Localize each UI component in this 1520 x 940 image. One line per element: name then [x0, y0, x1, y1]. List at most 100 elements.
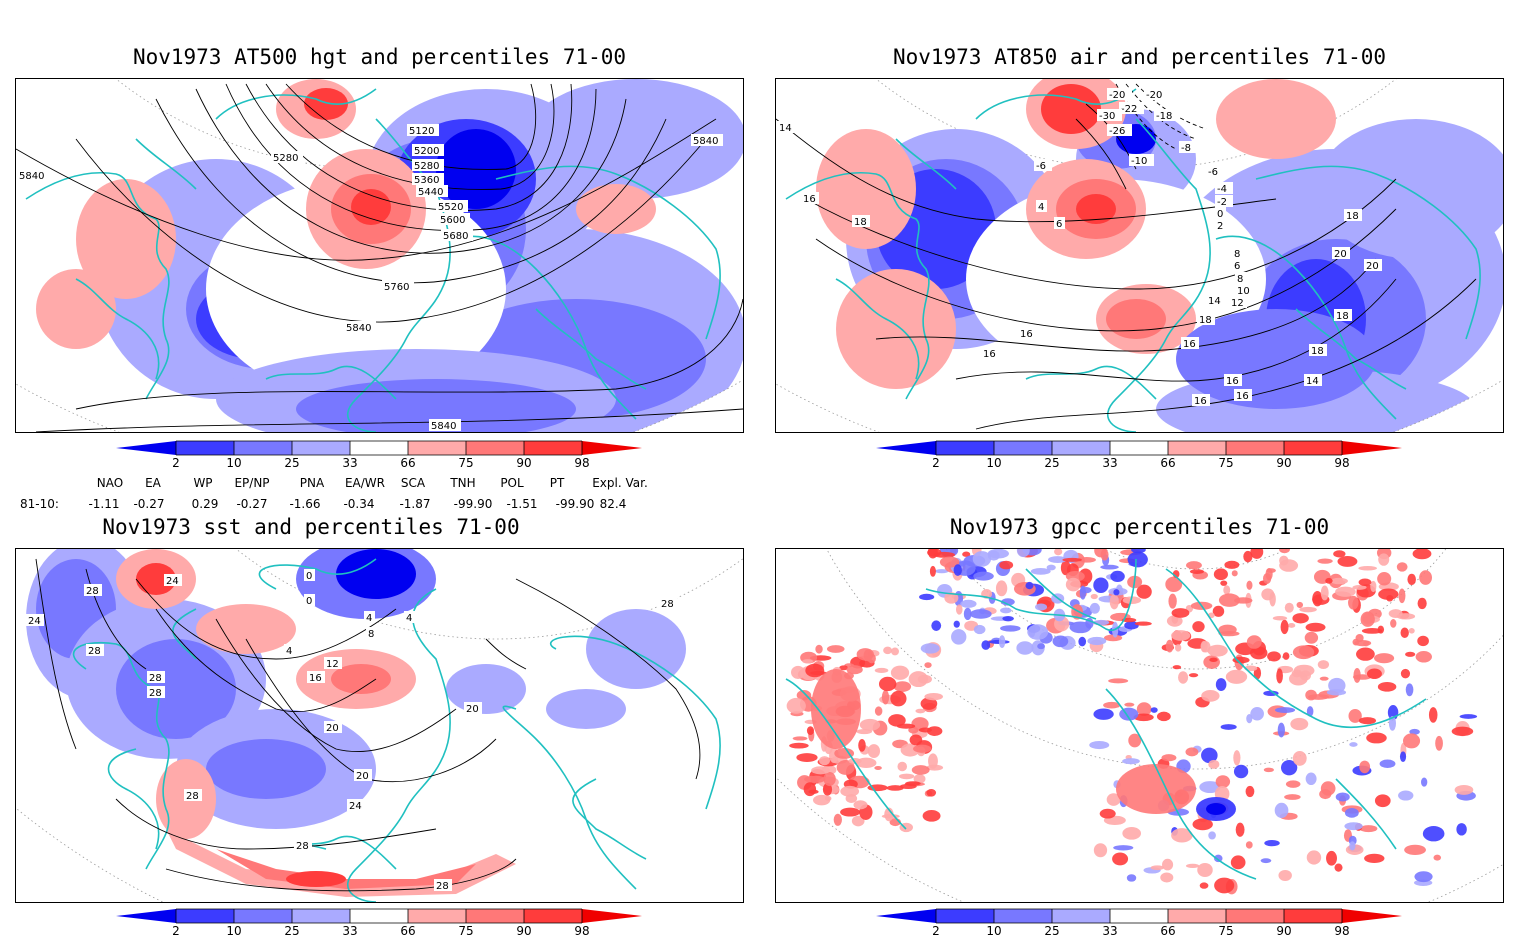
anomaly-shading: [1160, 872, 1174, 883]
colorbar-arrow-low: [876, 441, 936, 455]
anomaly-shading: [856, 648, 874, 661]
contour-line: [515, 578, 701, 780]
contour-label-text: 5120: [409, 126, 434, 137]
colorbar-tick-label: 10: [986, 456, 1002, 470]
colorbar-tick-label: 2: [172, 456, 180, 470]
anomaly-shading: [836, 760, 855, 775]
contour-label-text: 0: [1217, 209, 1223, 220]
anomaly-shading: [881, 814, 900, 819]
anomaly-shading: [1078, 568, 1093, 585]
teleconnection-header: WP: [193, 476, 213, 490]
coastline: [549, 635, 721, 810]
map-panel-hgt500: 5840 5280 5120 5200 5280 5360 5440 5520 5600 5680…: [15, 78, 744, 433]
anomaly-shading: [929, 565, 936, 577]
coastline: [572, 778, 647, 860]
anomaly-shading: [803, 782, 817, 797]
map-sst: 24 28 28 24 28 28 20 0 0 4 4 8 4 12 16 20 20 24 28 28 28 28: [16, 549, 743, 902]
anomaly-shading: [806, 726, 814, 736]
anomaly-shading: [1428, 707, 1438, 723]
colorbar-segment: [1168, 441, 1226, 455]
contour-label-text: 5840: [693, 136, 718, 147]
anomaly-shading: [1224, 560, 1240, 569]
anomaly-shading: [867, 784, 888, 792]
contour-label: 12: [1229, 296, 1247, 309]
contour-label-text: 5280: [273, 153, 298, 164]
anomaly-shading: [1218, 593, 1241, 607]
anomaly-shading: [196, 604, 296, 654]
anomaly-shading: [1305, 772, 1317, 786]
anomaly-shading: [1299, 670, 1311, 681]
teleconnection-value: -1.51: [506, 497, 538, 511]
coastline: [1107, 118, 1211, 432]
anomaly-shading: [915, 708, 926, 714]
anomaly-shading: [1165, 576, 1183, 593]
anomaly-shading: [1319, 676, 1329, 681]
anomaly-shading: [1386, 594, 1394, 602]
colorbar-tick-label: 90: [516, 924, 532, 938]
anomaly-shading: [1166, 615, 1183, 627]
anomaly-shading: [1106, 793, 1121, 806]
anomaly-shading: [913, 774, 926, 784]
anomaly-shading: [1246, 714, 1253, 724]
anomaly-shading: [1232, 656, 1250, 664]
anomaly-shading: [1417, 635, 1429, 647]
contour-label-text: 5360: [414, 175, 439, 186]
anomaly-shading: [1284, 602, 1294, 613]
panel-title-gpcc: Nov1973 gpcc percentiles 71-00: [949, 515, 1330, 539]
anomaly-shading: [1207, 644, 1228, 657]
colorbar-segment: [234, 909, 292, 923]
colorbar-segment: [1110, 909, 1168, 923]
colorbar-segment: [350, 441, 408, 455]
contour-label: 28: [86, 644, 104, 657]
anomaly-shading: [296, 379, 576, 432]
anomaly-shading: [826, 645, 845, 653]
anomaly-shading: [1203, 655, 1220, 669]
colorbar-segment: [466, 909, 524, 923]
teleconnection-value: -0.34: [343, 497, 375, 511]
anomaly-shading: [206, 179, 506, 399]
contour-label-text: 4: [366, 613, 372, 624]
anomaly-shading: [1220, 580, 1228, 586]
contour-label-text: 6: [1234, 261, 1240, 272]
colorbar-segment: [936, 909, 994, 923]
anomaly-shading: [973, 624, 986, 635]
anomaly-shading: [1037, 643, 1045, 650]
anomaly-shading: [1103, 634, 1123, 642]
anomaly-shading: [1225, 669, 1248, 684]
anomaly-shading: [1404, 844, 1426, 856]
anomaly-shading: [1335, 586, 1356, 597]
anomaly-shading: [1417, 597, 1427, 610]
contour-label: 28: [294, 839, 312, 852]
anomaly-shading: [920, 643, 940, 654]
anomaly-shading: [1052, 635, 1069, 648]
anomaly-shading: [586, 609, 686, 689]
anomaly-shading: [1267, 651, 1281, 662]
anomaly-shading: [1199, 781, 1221, 794]
anomaly-shading: [1352, 674, 1372, 680]
contour-line: [815, 208, 1397, 332]
anomaly-shading: [840, 807, 861, 817]
anomaly-shading: [1168, 593, 1177, 609]
contour-label: 14: [1206, 294, 1224, 307]
anomaly-shading: [802, 659, 814, 664]
anomaly-shading: [931, 620, 942, 631]
contour-label: 5360: [412, 173, 444, 186]
anomaly-shading: [351, 189, 391, 225]
coastline: [1025, 568, 1097, 620]
teleconnection-table: NAO EA WP EP/NP PNA EA/WR SCA TNH POL PT Expl. Var…: [0, 476, 760, 512]
anomaly-shading: [1201, 747, 1218, 764]
contour-label-text: 5440: [418, 187, 443, 198]
anomaly-shading: [116, 639, 236, 739]
contour-label-text: 28: [436, 881, 449, 892]
anomaly-shading: [1330, 577, 1348, 585]
anomaly-shading: [1156, 711, 1171, 722]
contour-label-text: -26: [1109, 126, 1125, 137]
anomaly-shading: [836, 269, 956, 389]
anomaly-shading: [1358, 578, 1372, 587]
colorbar-segment: [292, 909, 350, 923]
anomaly-shading: [1408, 628, 1415, 634]
colorbar-segment: [176, 909, 234, 923]
contour-label-text: 28: [88, 646, 101, 657]
contour-line: [1135, 83, 1207, 130]
contour-label: 4: [364, 611, 375, 624]
